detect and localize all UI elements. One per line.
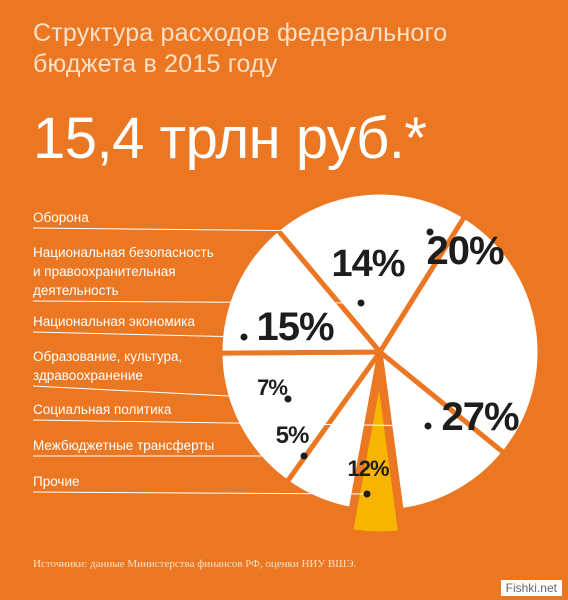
watermark: Fishki.net: [500, 580, 562, 596]
leader-line: [32, 385, 289, 400]
slice-value-label: 7%: [257, 375, 287, 400]
category-label: Прочие: [33, 474, 80, 489]
leader-dot: [426, 228, 434, 236]
pie-slice: [377, 213, 543, 456]
category-label: Межбюджетные трансферты: [33, 438, 214, 453]
total-amount: 15,4 трлн руб.*: [33, 106, 427, 171]
slice-value-label: 5%: [276, 422, 309, 449]
slice-value-label: 27%: [441, 395, 518, 439]
category-label: Оборона: [33, 210, 89, 225]
category-label: Национальная экономика: [33, 314, 195, 329]
category-label: и правоохранительная: [33, 264, 176, 279]
category-label: деятельность: [33, 283, 119, 298]
category-label: здравоохранение: [33, 368, 143, 383]
leader-dot: [424, 422, 432, 430]
leader-dot: [240, 333, 248, 341]
leader-dot: [363, 490, 371, 498]
leader-dot: [284, 395, 292, 403]
slice-value-label: 14%: [331, 243, 404, 285]
pie-slice: [217, 226, 383, 356]
category-label: Социальная политика: [33, 402, 172, 417]
pie-slice: [377, 349, 507, 514]
leader-dot: [300, 452, 308, 460]
slice-value-label: 15%: [256, 305, 333, 349]
pie-slice: [217, 349, 383, 485]
leader-line: [32, 227, 431, 233]
chart-title: Структура расходов федерального бюджета …: [33, 19, 448, 78]
source-note: Источники: данные Министерства финансов …: [33, 558, 357, 570]
leader-dot: [357, 299, 365, 307]
leader-line: [32, 300, 362, 304]
leader-line: [32, 491, 368, 495]
category-label: Образование, культура,: [33, 349, 182, 364]
leader-line: [32, 331, 245, 338]
slice-value-label: 20%: [426, 229, 503, 273]
leader-line: [32, 419, 429, 427]
category-label: Национальная безопасность: [33, 245, 214, 260]
slice-value-label: 12%: [347, 456, 388, 481]
